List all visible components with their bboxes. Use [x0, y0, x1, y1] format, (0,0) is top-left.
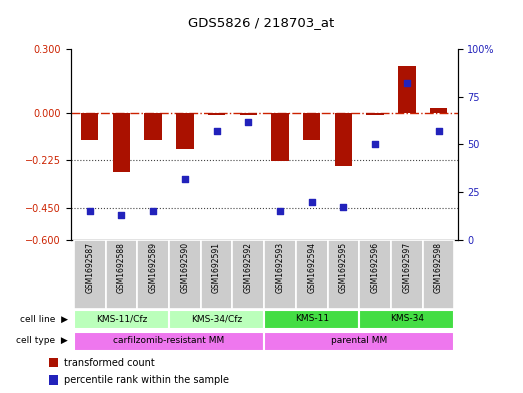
Bar — [144, 113, 162, 140]
Bar — [398, 66, 416, 113]
Text: KMS-11: KMS-11 — [294, 314, 329, 323]
Text: transformed count: transformed count — [64, 358, 155, 367]
Text: KMS-34: KMS-34 — [390, 314, 424, 323]
Text: parental MM: parental MM — [331, 336, 388, 345]
Text: GSM1692589: GSM1692589 — [149, 242, 157, 293]
Point — [149, 208, 157, 214]
Bar — [74, 332, 264, 351]
Bar — [81, 113, 98, 140]
Bar — [112, 113, 130, 172]
Bar — [367, 113, 384, 115]
Point — [435, 128, 443, 134]
Point — [85, 208, 94, 214]
Bar — [335, 113, 352, 165]
Text: KMS-34/Cfz: KMS-34/Cfz — [191, 314, 242, 323]
Text: KMS-11/Cfz: KMS-11/Cfz — [96, 314, 147, 323]
Bar — [169, 310, 264, 329]
Point — [308, 198, 316, 205]
Bar — [49, 375, 58, 385]
Text: carfilzomib-resistant MM: carfilzomib-resistant MM — [113, 336, 224, 345]
Text: GSM1692587: GSM1692587 — [85, 242, 94, 293]
Bar — [240, 113, 257, 115]
Text: GSM1692597: GSM1692597 — [402, 242, 412, 293]
Bar — [264, 332, 454, 351]
Bar — [74, 310, 169, 329]
Text: cell type  ▶: cell type ▶ — [16, 336, 68, 345]
Point — [276, 208, 284, 214]
Bar — [264, 240, 296, 309]
Text: GSM1692598: GSM1692598 — [434, 242, 443, 293]
Text: cell line  ▶: cell line ▶ — [20, 315, 68, 324]
Text: GSM1692590: GSM1692590 — [180, 242, 189, 293]
Text: GSM1692595: GSM1692595 — [339, 242, 348, 293]
Bar — [106, 240, 137, 309]
Bar — [430, 108, 447, 113]
Point — [117, 212, 126, 218]
Bar — [74, 240, 106, 309]
Bar — [359, 240, 391, 309]
Text: GSM1692593: GSM1692593 — [276, 242, 285, 293]
Bar — [137, 240, 169, 309]
Bar — [327, 240, 359, 309]
Point — [371, 141, 379, 147]
Bar — [391, 240, 423, 309]
Point — [403, 80, 411, 86]
Text: GDS5826 / 218703_at: GDS5826 / 218703_at — [188, 16, 335, 29]
Bar — [264, 310, 359, 329]
Bar — [176, 113, 194, 149]
Bar — [169, 240, 201, 309]
Text: GSM1692588: GSM1692588 — [117, 242, 126, 293]
Point — [180, 176, 189, 182]
Text: GSM1692596: GSM1692596 — [371, 242, 380, 293]
Bar — [303, 113, 321, 140]
Point — [244, 118, 253, 125]
Text: percentile rank within the sample: percentile rank within the sample — [64, 375, 229, 385]
Bar — [232, 240, 264, 309]
Bar — [296, 240, 327, 309]
Bar — [359, 310, 454, 329]
Bar — [49, 358, 58, 367]
Bar — [271, 113, 289, 162]
Text: GSM1692591: GSM1692591 — [212, 242, 221, 293]
Point — [212, 128, 221, 134]
Text: GSM1692592: GSM1692592 — [244, 242, 253, 293]
Text: GSM1692594: GSM1692594 — [307, 242, 316, 293]
Bar — [423, 240, 454, 309]
Point — [339, 204, 348, 211]
Bar — [208, 113, 225, 115]
Bar — [201, 240, 232, 309]
